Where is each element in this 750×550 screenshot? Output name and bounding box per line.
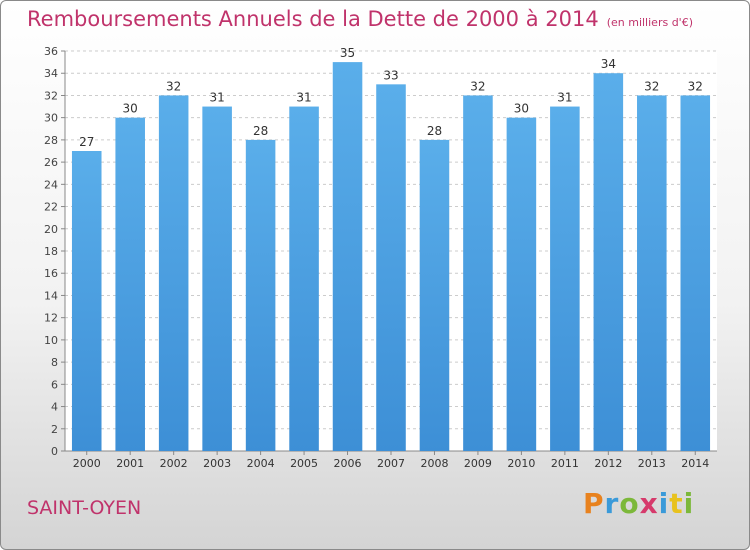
logo-letter: t (669, 487, 684, 520)
y-tick-label: 12 (44, 312, 58, 325)
bar (637, 95, 667, 451)
bar (158, 95, 189, 451)
data-label: 32 (688, 79, 703, 93)
data-label: 31 (209, 91, 224, 105)
logo-letter: i (683, 487, 695, 520)
data-label: 34 (601, 57, 616, 71)
x-tick-label: 2006 (334, 457, 362, 470)
bar (419, 139, 450, 451)
bar (376, 84, 406, 451)
proxiti-logo: Proxiti (583, 487, 694, 520)
x-tick-label: 2012 (594, 457, 622, 470)
y-tick-label: 30 (44, 112, 58, 125)
x-tick-label: 2008 (420, 457, 448, 470)
data-label: 32 (166, 79, 181, 93)
bar (202, 106, 232, 452)
bar (680, 95, 711, 451)
logo-letter: x (639, 487, 659, 520)
x-tick-label: 2000 (73, 457, 101, 470)
data-label: 27 (79, 135, 94, 149)
bar (550, 106, 580, 452)
data-label: 33 (383, 68, 398, 82)
data-label: 35 (340, 46, 355, 60)
y-tick-label: 4 (51, 401, 58, 414)
y-tick-label: 6 (51, 378, 58, 391)
x-tick-label: 2009 (464, 457, 492, 470)
x-tick-label: 2010 (507, 457, 535, 470)
bar (593, 73, 624, 451)
bar (463, 95, 493, 451)
y-tick-label: 14 (44, 289, 58, 302)
y-tick-label: 2 (51, 423, 58, 436)
bar (506, 117, 537, 452)
x-tick-label: 2014 (681, 457, 709, 470)
bar (245, 139, 276, 451)
y-tick-label: 8 (51, 356, 58, 369)
x-tick-label: 2001 (116, 457, 144, 470)
bar (289, 106, 319, 452)
x-tick-label: 2011 (551, 457, 579, 470)
y-tick-label: 10 (44, 334, 58, 347)
logo-letter: r (604, 487, 620, 520)
y-tick-label: 22 (44, 201, 58, 214)
y-tick-label: 24 (44, 178, 58, 191)
bar (71, 151, 102, 451)
logo-letter: o (619, 487, 640, 520)
x-tick-label: 2007 (377, 457, 405, 470)
chart-subtitle: (en milliers d'€) (606, 16, 693, 29)
x-tick-label: 2003 (203, 457, 231, 470)
data-label: 31 (557, 91, 572, 105)
data-label: 30 (123, 102, 138, 116)
data-label: 28 (427, 124, 442, 138)
y-tick-label: 32 (44, 89, 58, 102)
y-tick-label: 28 (44, 134, 58, 147)
y-tick-label: 34 (44, 67, 58, 80)
x-tick-label: 2005 (290, 457, 318, 470)
data-label: 30 (514, 102, 529, 116)
bar (115, 117, 145, 452)
data-label: 28 (253, 124, 268, 138)
commune-name: SAINT-OYEN (27, 497, 142, 519)
bar (332, 62, 363, 451)
data-label: 32 (644, 79, 659, 93)
chart-title-text: Remboursements Annuels de la Dette de 20… (27, 7, 599, 31)
y-tick-label: 20 (44, 223, 58, 236)
x-tick-label: 2004 (247, 457, 275, 470)
logo-letter: P (583, 487, 605, 520)
y-tick-label: 18 (44, 245, 58, 258)
data-label: 32 (470, 79, 485, 93)
y-tick-label: 26 (44, 156, 58, 169)
chart-title: Remboursements Annuels de la Dette de 20… (27, 7, 693, 31)
y-tick-label: 0 (51, 445, 58, 458)
y-tick-label: 16 (44, 267, 58, 280)
logo-letter: i (658, 487, 670, 520)
data-label: 31 (296, 91, 311, 105)
x-tick-label: 2013 (638, 457, 666, 470)
y-tick-label: 36 (44, 45, 58, 58)
x-tick-label: 2002 (160, 457, 188, 470)
